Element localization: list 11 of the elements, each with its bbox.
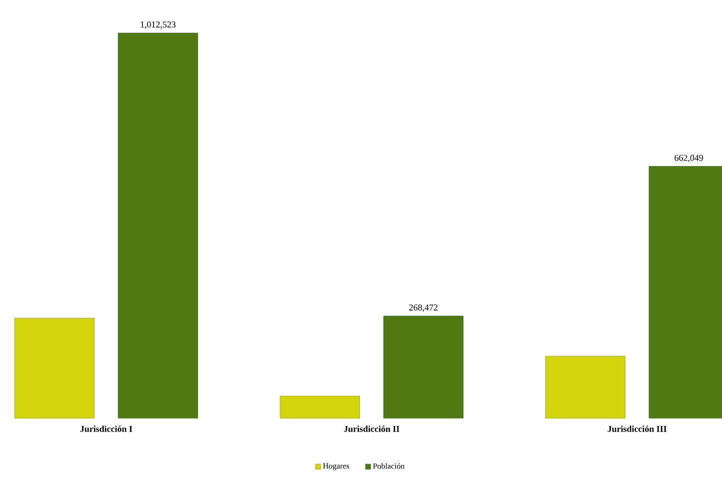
data-label: 662,049 [674, 154, 704, 162]
bar [383, 316, 464, 418]
bar [118, 32, 198, 418]
data-label: 1,012,523 [140, 21, 176, 29]
x-tick-label: Jurisdicción III [608, 426, 667, 432]
data-label: 268,472 [409, 304, 438, 312]
bar [280, 396, 360, 418]
x-tick-label: Jurisdicción II [344, 426, 400, 432]
bar [545, 356, 626, 418]
bar [14, 318, 94, 418]
x-tick-label: Jurisdicción I [80, 426, 132, 432]
